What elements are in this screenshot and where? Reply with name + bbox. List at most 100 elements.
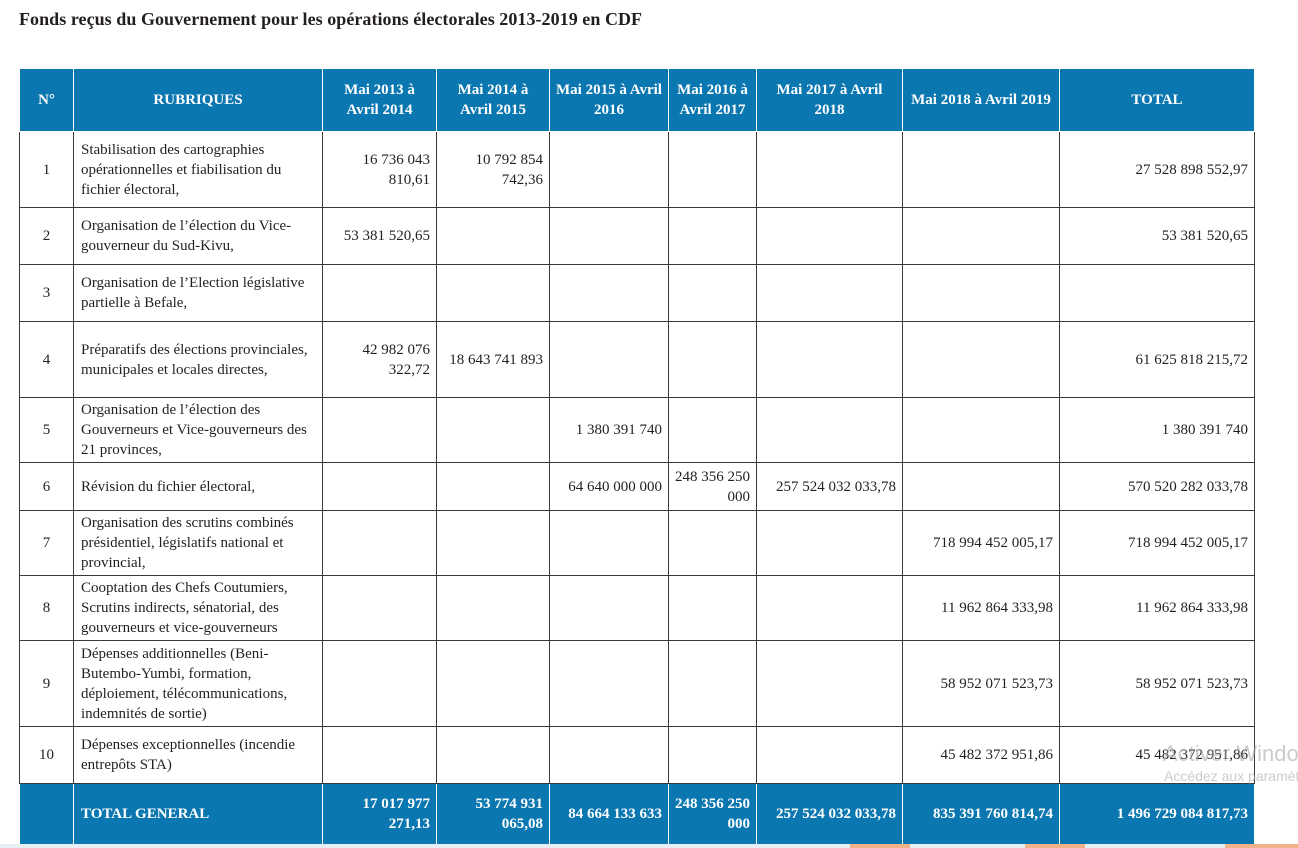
row-rubrique: Dépenses additionnelles (Beni-Butembo-Yu… — [73, 640, 323, 727]
cell-2018: 718 994 452 005,17 — [902, 510, 1060, 576]
cell-2016 — [668, 726, 757, 784]
header-cell-number: N° — [19, 68, 74, 132]
funds-table: N° RUBRIQUES Mai 2013 à Avril 2014 Mai 2… — [19, 68, 1255, 845]
total-2015: 84 664 133 633 — [549, 783, 669, 845]
cell-2015 — [549, 726, 669, 784]
cell-2015 — [549, 321, 669, 398]
header-cell-2015: Mai 2015 à Avril 2016 — [549, 68, 669, 132]
cell-2018 — [902, 462, 1060, 511]
row-rubrique: Stabilisation des cartographies opératio… — [73, 131, 323, 208]
cell-2017 — [756, 640, 903, 727]
total-2018: 835 391 760 814,74 — [902, 783, 1060, 845]
row-number: 10 — [19, 726, 74, 784]
header-cell-total: TOTAL — [1059, 68, 1255, 132]
total-general: 1 496 729 084 817,73 — [1059, 783, 1255, 845]
cell-2016 — [668, 510, 757, 576]
cell-2013 — [322, 726, 437, 784]
cell-total: 58 952 071 523,73 — [1059, 640, 1255, 727]
row-number: 3 — [19, 264, 74, 322]
cell-2013 — [322, 510, 437, 576]
cell-2016 — [668, 575, 757, 641]
cell-2014 — [436, 397, 550, 463]
table-row: 3 Organisation de l’Election législative… — [19, 264, 1255, 322]
cell-2013 — [322, 462, 437, 511]
cell-2016 — [668, 397, 757, 463]
cell-total: 1 380 391 740 — [1059, 397, 1255, 463]
cell-2013: 53 381 520,65 — [322, 207, 437, 265]
cell-total: 45 482 372 951,86 — [1059, 726, 1255, 784]
cell-2013 — [322, 397, 437, 463]
cell-2017: 257 524 032 033,78 — [756, 462, 903, 511]
cell-total: 570 520 282 033,78 — [1059, 462, 1255, 511]
cell-2014 — [436, 264, 550, 322]
row-rubrique: Organisation de l’Election législative p… — [73, 264, 323, 322]
cell-2015 — [549, 131, 669, 208]
cell-2017 — [756, 321, 903, 398]
table-row: 9 Dépenses additionnelles (Beni-Butembo-… — [19, 640, 1255, 727]
table-header: N° RUBRIQUES Mai 2013 à Avril 2014 Mai 2… — [19, 68, 1255, 132]
bottom-strip-segment — [850, 844, 910, 848]
bottom-strip — [0, 844, 1298, 848]
cell-2016 — [668, 207, 757, 265]
cell-2018: 45 482 372 951,86 — [902, 726, 1060, 784]
cell-2014 — [436, 462, 550, 511]
cell-2018 — [902, 321, 1060, 398]
cell-total — [1059, 264, 1255, 322]
bottom-strip-segment — [1225, 844, 1298, 848]
row-number: 6 — [19, 462, 74, 511]
cell-2017 — [756, 510, 903, 576]
row-number: 4 — [19, 321, 74, 398]
row-number: 5 — [19, 397, 74, 463]
cell-2016 — [668, 131, 757, 208]
header-cell-2018: Mai 2018 à Avril 2019 — [902, 68, 1060, 132]
total-2017: 257 524 032 033,78 — [756, 783, 903, 845]
cell-total: 61 625 818 215,72 — [1059, 321, 1255, 398]
cell-2013 — [322, 640, 437, 727]
cell-2013 — [322, 264, 437, 322]
table-row: 2 Organisation de l’élection du Vice-gou… — [19, 207, 1255, 265]
row-number: 9 — [19, 640, 74, 727]
cell-2016: 248 356 250 000 — [668, 462, 757, 511]
total-row: TOTAL GENERAL 17 017 977 271,13 53 774 9… — [19, 783, 1255, 845]
cell-2015 — [549, 207, 669, 265]
cell-2015 — [549, 264, 669, 322]
table-body: 1 Stabilisation des cartographies opérat… — [19, 131, 1255, 784]
row-number: 7 — [19, 510, 74, 576]
cell-total: 11 962 864 333,98 — [1059, 575, 1255, 641]
cell-2017 — [756, 264, 903, 322]
cell-2015 — [549, 640, 669, 727]
cell-2018 — [902, 264, 1060, 322]
cell-2015: 64 640 000 000 — [549, 462, 669, 511]
cell-2016 — [668, 264, 757, 322]
cell-2017 — [756, 131, 903, 208]
cell-2015 — [549, 575, 669, 641]
document-title: Fonds reçus du Gouvernement pour les opé… — [19, 9, 643, 29]
row-number: 8 — [19, 575, 74, 641]
table-row: 1 Stabilisation des cartographies opérat… — [19, 131, 1255, 208]
cell-total: 27 528 898 552,97 — [1059, 131, 1255, 208]
cell-2014 — [436, 510, 550, 576]
cell-2016 — [668, 321, 757, 398]
cell-2013: 42 982 076 322,72 — [322, 321, 437, 398]
cell-2014 — [436, 726, 550, 784]
row-rubrique: Révision du fichier électoral, — [73, 462, 323, 511]
cell-2015 — [549, 510, 669, 576]
table-row: 6 Révision du fichier électoral, 64 640 … — [19, 462, 1255, 511]
cell-2017 — [756, 575, 903, 641]
row-rubrique: Organisation de l’élection des Gouverneu… — [73, 397, 323, 463]
cell-2017 — [756, 397, 903, 463]
total-number-cell — [19, 783, 74, 845]
cell-2015: 1 380 391 740 — [549, 397, 669, 463]
total-2014: 53 774 931 065,08 — [436, 783, 550, 845]
cell-total: 718 994 452 005,17 — [1059, 510, 1255, 576]
cell-2013 — [322, 575, 437, 641]
cell-2018 — [902, 397, 1060, 463]
total-2013: 17 017 977 271,13 — [322, 783, 437, 845]
row-number: 2 — [19, 207, 74, 265]
table-footer: TOTAL GENERAL 17 017 977 271,13 53 774 9… — [19, 783, 1255, 845]
table-row: 5 Organisation de l’élection des Gouvern… — [19, 397, 1255, 463]
header-cell-2017: Mai 2017 à Avril 2018 — [756, 68, 903, 132]
cell-2014 — [436, 207, 550, 265]
cell-2016 — [668, 640, 757, 727]
